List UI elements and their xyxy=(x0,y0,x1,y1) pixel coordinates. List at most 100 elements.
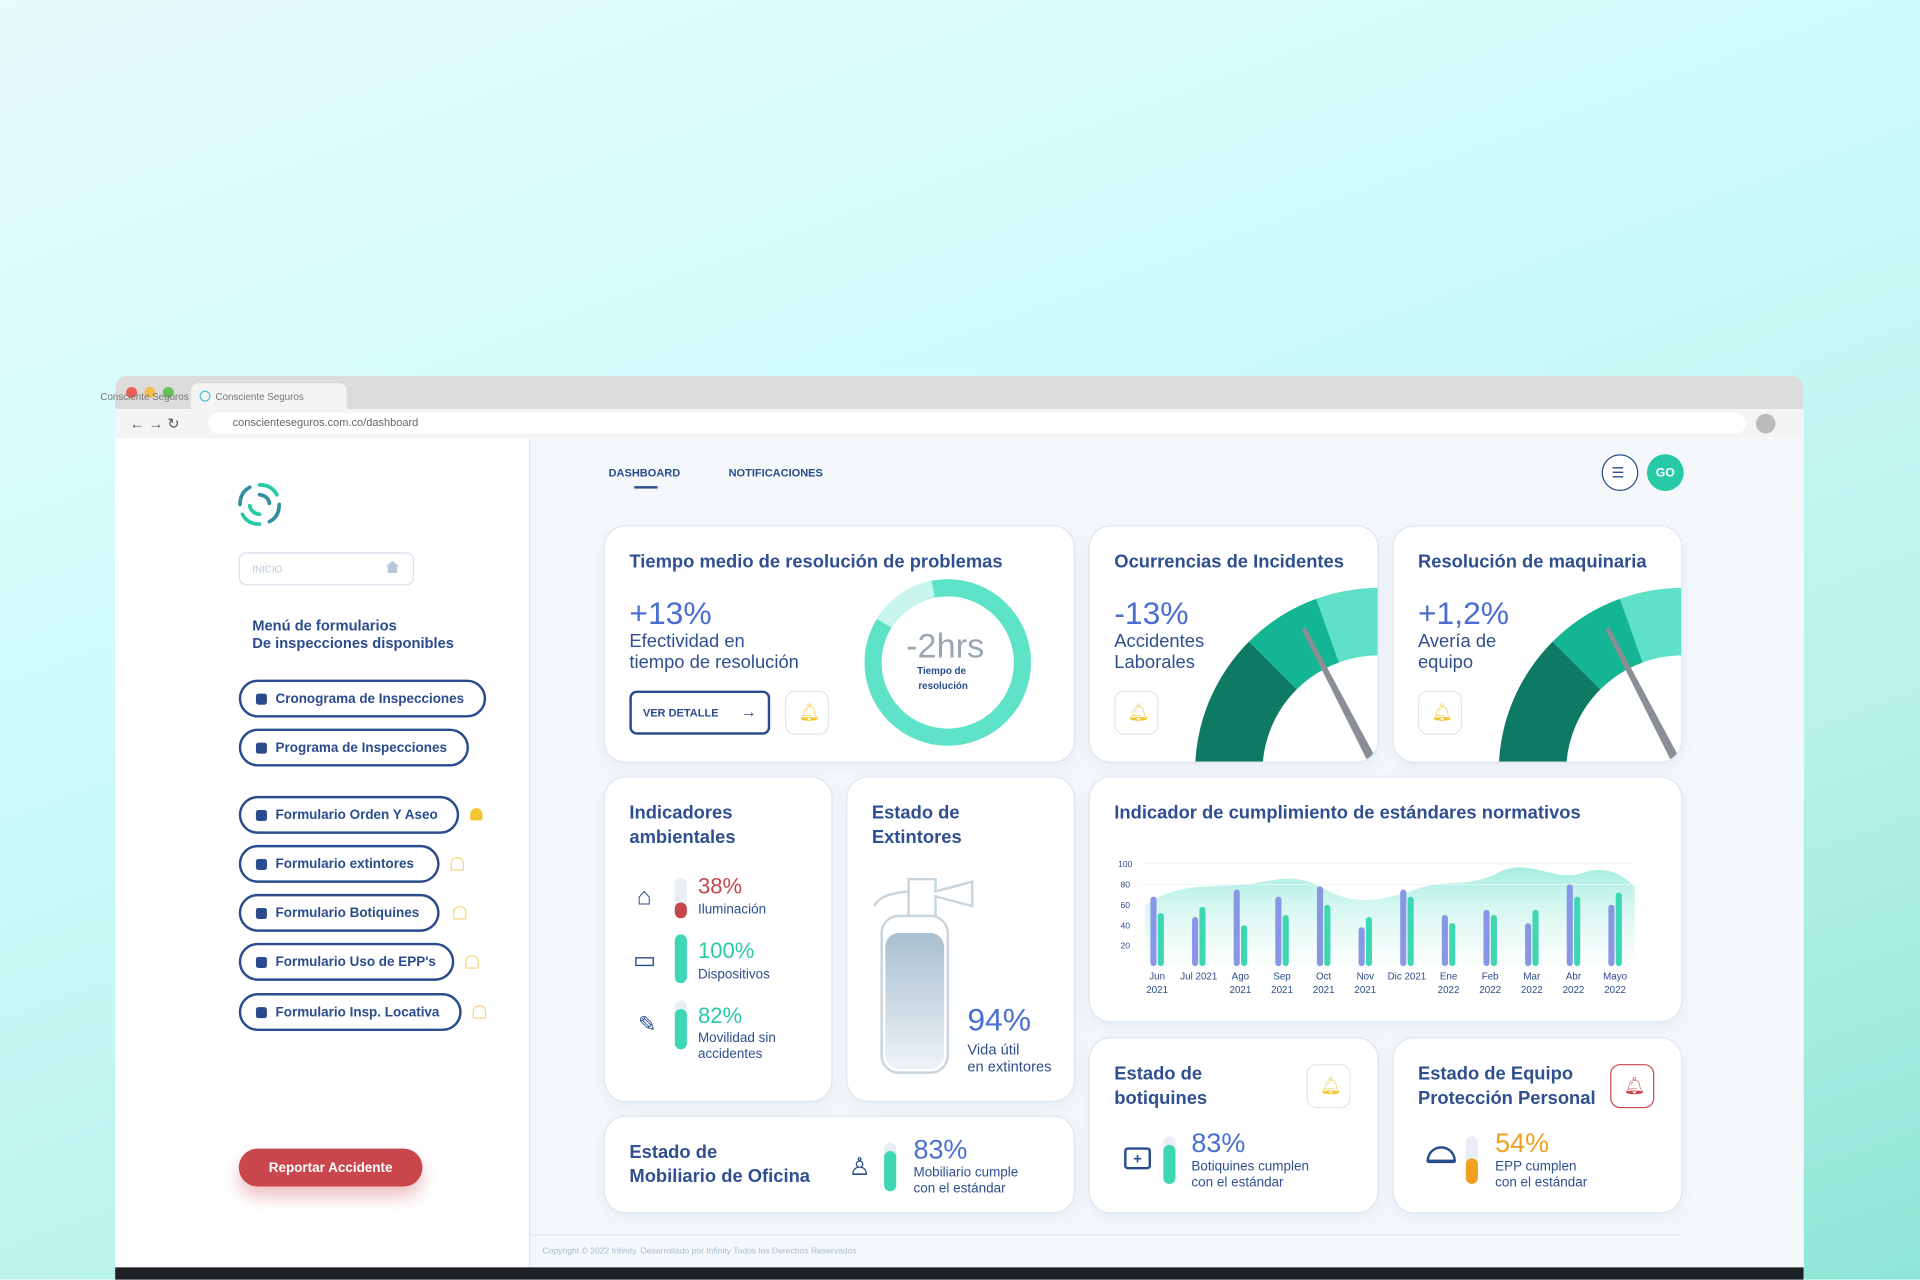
search-box[interactable] xyxy=(238,552,414,586)
kpi-value: +1,2% xyxy=(1417,594,1510,632)
x-tick-label: Ago 2021 xyxy=(1229,971,1252,996)
bell-button[interactable] xyxy=(1306,1064,1351,1109)
x-tick-label: Nov 2021 xyxy=(1354,971,1377,996)
form-button[interactable]: Formulario Botiquines xyxy=(238,893,440,932)
bell-button[interactable] xyxy=(1417,690,1463,735)
level-bar xyxy=(674,1000,687,1050)
url: conscienteseguros.com.co/dashboard xyxy=(232,416,419,429)
bar xyxy=(1233,889,1240,967)
bar xyxy=(1532,909,1539,967)
bar xyxy=(1150,896,1157,967)
bell[interactable] xyxy=(450,857,465,871)
level-fill xyxy=(1465,1158,1478,1185)
settings-button[interactable] xyxy=(1601,454,1639,492)
kpi-label: Vida útil xyxy=(967,1040,1020,1058)
icon xyxy=(255,1006,267,1018)
gauge-segment xyxy=(1195,641,1297,762)
icon xyxy=(255,858,267,870)
card-title: Estado de xyxy=(629,1141,718,1163)
x-tick-label: Abr 2022 xyxy=(1562,971,1585,996)
level-label: Iluminación xyxy=(697,902,767,918)
form-button[interactable]: Formulario Uso de EPP's xyxy=(238,942,455,981)
level-fill xyxy=(674,1009,687,1050)
bar xyxy=(1407,896,1414,967)
kpi-value: 83% xyxy=(1191,1127,1246,1159)
max-dot[interactable] xyxy=(162,386,174,398)
level-fill xyxy=(884,1150,897,1192)
form-button[interactable]: Formulario Insp. Locativa xyxy=(238,993,462,1032)
min-dot[interactable] xyxy=(144,386,156,398)
close-dot[interactable] xyxy=(126,386,138,398)
bell-icon: 🔔︎ xyxy=(1431,702,1454,722)
bell[interactable] xyxy=(453,906,467,920)
level-label: Dispositivos xyxy=(697,967,770,983)
y-tick-label: 40 xyxy=(1121,920,1131,930)
program-button[interactable]: Programa de Inspecciones xyxy=(238,728,469,767)
footer-line xyxy=(528,1234,1682,1236)
level-fill xyxy=(1163,1144,1176,1185)
alert-button[interactable] xyxy=(1610,1064,1655,1109)
y-tick-label: 80 xyxy=(1121,879,1131,889)
avatar[interactable]: GO xyxy=(1646,454,1684,492)
nav-tab[interactable]: NOTIFICACIONES xyxy=(728,466,823,479)
browser-tab[interactable] xyxy=(191,383,347,409)
bell-icon: 🔔︎ xyxy=(1623,1075,1646,1096)
extinguisher-card xyxy=(846,776,1076,1103)
url-field[interactable] xyxy=(208,412,1747,434)
gauge-segment xyxy=(1499,641,1601,762)
nav-tab[interactable]: DASHBOARD xyxy=(608,466,681,479)
device-icon: ▭ xyxy=(633,947,657,975)
bar xyxy=(1358,927,1365,967)
arrow: → xyxy=(740,702,757,721)
bell-button[interactable] xyxy=(1114,690,1159,735)
form-button[interactable]: Formulario Orden Y Aseo xyxy=(238,795,460,834)
card-title: Tiempo medio de resolución de problemas xyxy=(629,551,1003,573)
program-button[interactable]: Cronograma de Inspecciones xyxy=(238,679,487,718)
chair-icon: ♙ xyxy=(848,1154,871,1182)
donut-label: resolución xyxy=(918,680,968,692)
furniture-card xyxy=(603,1115,1076,1214)
bar xyxy=(1608,904,1615,967)
profile-dot[interactable] xyxy=(1755,413,1776,434)
bar xyxy=(1441,915,1448,967)
label: Formulario extintores xyxy=(275,856,414,872)
x-tick-label: Feb 2022 xyxy=(1479,971,1502,996)
tab-title: Consciente Seguros xyxy=(100,391,189,403)
level-fill xyxy=(674,902,687,919)
report-label: Reportar Accidente xyxy=(268,1160,393,1175)
bar xyxy=(1324,904,1331,967)
nav-buttons[interactable]: ← → ↻ xyxy=(129,415,180,433)
kpi-value: -13% xyxy=(1114,594,1189,632)
y-tick-label: 60 xyxy=(1121,900,1131,910)
bell-button[interactable] xyxy=(784,690,829,735)
bell[interactable] xyxy=(472,1005,487,1019)
tab-icon xyxy=(199,390,211,402)
gauge-segment xyxy=(1248,598,1339,690)
icon xyxy=(255,907,267,919)
detail-button[interactable] xyxy=(629,690,771,735)
level-value: 38% xyxy=(697,873,743,899)
menu-title: Menú de formularios xyxy=(252,617,397,635)
x-tick-label: Jun 2021 xyxy=(1146,971,1169,996)
bar xyxy=(1525,923,1532,967)
label: Formulario Orden Y Aseo xyxy=(275,807,438,823)
level-fill xyxy=(674,934,687,984)
form-button[interactable]: Formulario extintores xyxy=(238,844,440,883)
kpi-label: Botiquines cumplen xyxy=(1191,1159,1309,1175)
tab-bar xyxy=(115,375,1804,409)
report-button[interactable]: Reportar Accidente xyxy=(238,1148,423,1187)
card-title: Estado de Equipo xyxy=(1417,1063,1574,1085)
gauge xyxy=(1499,587,1682,762)
kpi-label: EPP cumplen xyxy=(1495,1159,1577,1175)
x-tick-label: Ene 2022 xyxy=(1437,971,1460,996)
bar xyxy=(1365,917,1373,967)
bell-icon: 🔔︎ xyxy=(798,702,821,722)
x-tick-label: Mar 2022 xyxy=(1520,971,1543,996)
bell[interactable] xyxy=(470,808,483,821)
card-title: ambientales xyxy=(629,827,736,848)
detail-label: VER DETALLE xyxy=(642,706,719,719)
level-bar xyxy=(674,934,687,984)
bell[interactable] xyxy=(465,955,479,969)
